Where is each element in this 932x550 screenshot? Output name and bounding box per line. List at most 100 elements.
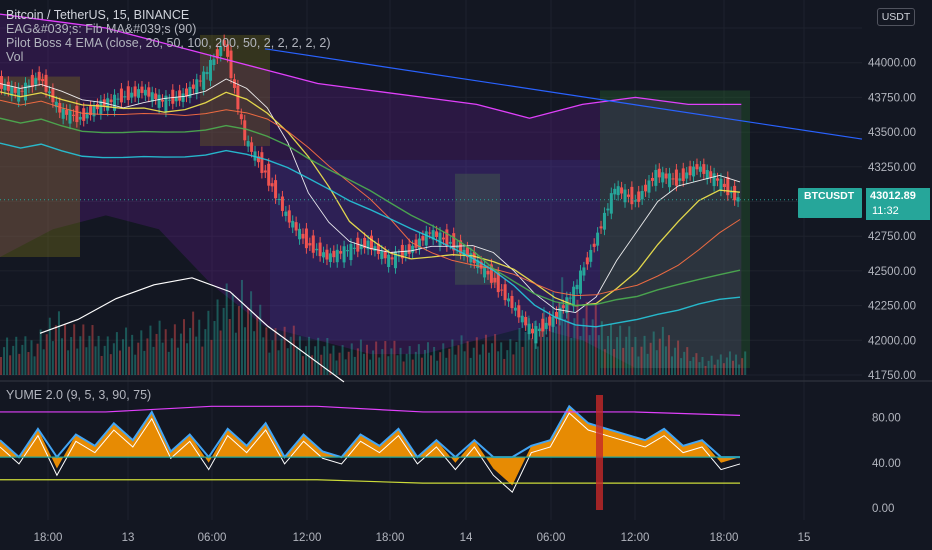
candle-body [722,183,726,188]
symbol-title[interactable]: Bitcoin / TetherUS, 15, BINANCE [6,8,190,22]
volume-bar [430,355,433,375]
candle-body [602,212,606,230]
volume-bar [274,328,277,375]
volume-bar [689,360,692,375]
volume-bar [0,357,2,375]
legend-fib-ma[interactable]: EAG&#039;s: Fib MA&#039;s (90) [6,22,197,36]
candle-body [20,90,24,92]
candle-body [424,231,428,246]
candle-body [157,94,161,108]
zone-left [0,76,80,258]
candle-body [349,243,353,261]
volume-bar [33,356,36,375]
candle-body [476,260,480,268]
candle-body [51,88,55,103]
volume-bar [85,347,88,375]
volume-bar [576,299,579,375]
volume-bar [570,337,573,375]
volume-bar [610,324,612,375]
volume-bar [436,360,439,375]
time-tick-label: 14 [460,532,473,544]
candle-body [205,72,209,75]
volume-bar [536,346,539,375]
candle-body [486,270,490,275]
volume-bar [710,355,713,375]
candle-body [185,88,188,97]
oscillator-tick-label: 40.00 [872,458,901,470]
volume-bar [646,353,649,375]
last-price: 43012.89 [870,190,916,202]
candle-body [462,249,466,256]
candle-body [650,177,654,181]
legend-pilot-boss-ema[interactable]: Pilot Boss 4 EMA (close, 20, 50, 100, 20… [6,36,331,50]
candle-body [500,289,504,291]
volume-bar [247,307,250,375]
candle-body [575,284,579,290]
candle-body [102,99,106,106]
legend-volume[interactable]: Vol [6,50,24,64]
candle-body [92,106,96,117]
volume-bar [134,354,137,375]
candle-body [236,85,240,110]
bull-zone [600,90,750,369]
volume-bar [515,341,518,375]
volume-bar [189,327,192,375]
candle-body [328,253,332,263]
candle-body [171,89,175,104]
time-tick-label: 18:00 [34,532,63,544]
oscillator-legend[interactable]: YUME 2.0 (9, 5, 3, 90, 75) [6,388,151,402]
volume-bar [152,346,155,375]
chart-legend[interactable]: Bitcoin / TetherUS, 15, BINANCE EAG&#039… [6,8,331,64]
candle-body [373,246,377,251]
volume-bar [579,336,582,375]
volume-bar [643,335,646,375]
candle-body [541,318,545,332]
candle-body [370,235,373,250]
volume-bar [259,304,262,375]
ema-line [0,91,741,307]
candle-body [534,326,538,344]
volume-bar [122,339,124,375]
candle-body [716,178,720,181]
volume-bar [6,337,9,375]
volume-bar [15,336,18,375]
volume-bar [67,350,70,375]
volume-bar [329,353,332,375]
oscillator-band [0,479,740,484]
yume-oscillator [0,395,741,510]
candle-body [229,50,233,79]
candle-body [493,277,497,283]
volume-bar [512,354,515,375]
candle-body [592,243,596,247]
volume-bar [359,339,362,375]
volume-bar [741,358,744,375]
volume-bar [674,347,677,375]
time-tick-label: 15 [798,532,811,544]
candle-body [123,96,127,98]
volume-bar [222,307,225,375]
oscillator-title[interactable]: YUME 2.0 (9, 5, 3, 90, 75) [6,388,152,402]
volume-bar [518,327,521,375]
price-tick-label: 43500.00 [868,127,916,139]
candle-body [219,46,223,56]
badge-symbol: BTCUSDT [804,190,855,202]
candle-body [698,166,702,172]
volume-bar [478,354,481,375]
volume-bar [585,301,588,375]
candle-body [95,103,99,110]
volume-bar [256,316,259,375]
volume-bar [527,315,530,375]
volume-bar [170,338,173,375]
volume-bar [622,347,625,375]
volume-bar [36,343,39,375]
candle-body [479,261,483,269]
currency-button[interactable]: USDT [877,8,915,26]
candle-body [339,251,343,254]
price-tick-label: 42250.00 [868,301,916,313]
candle-body [346,250,350,252]
oscillator-tick-label: 80.00 [872,413,901,425]
volume-bar [201,346,204,375]
volume-bar [115,332,118,375]
candle-body [195,79,199,94]
